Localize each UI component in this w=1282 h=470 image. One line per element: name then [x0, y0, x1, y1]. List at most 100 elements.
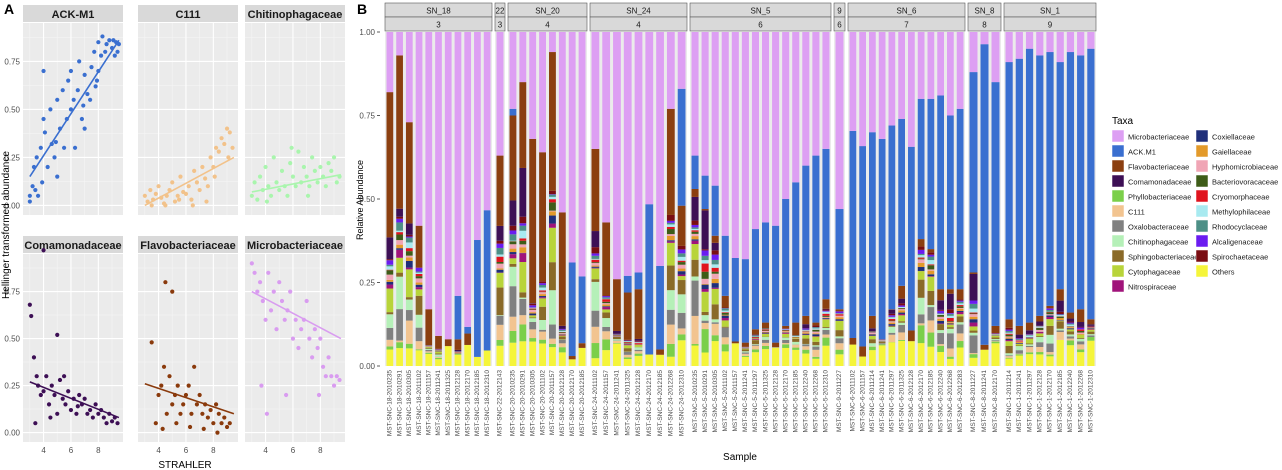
bar-segment-cytophagaceae: [741, 348, 749, 350]
bar-segment-chitinophagaceae: [701, 315, 709, 321]
bar-segment-cryomorphaceae: [762, 329, 770, 331]
bar-segment-bacteriovoracaceae: [386, 270, 394, 275]
order-label: 6: [758, 21, 763, 30]
bar-segment-nitrospiraceae: [1046, 316, 1054, 320]
bar-segment-microbacteriaceae: [483, 32, 491, 211]
sample-label: MST-SNC-24-2012170: [646, 370, 653, 436]
bar-segment-ack-m1: [927, 98, 935, 250]
bar-segment-microbacteriaceae: [425, 32, 433, 310]
bar-segment-nitrospiraceae: [386, 284, 394, 289]
site-label: 9: [837, 7, 842, 16]
bar-segment-gaiellaceae: [812, 333, 820, 335]
bar-segment-cytophagaceae: [1036, 333, 1044, 337]
data-point: [312, 168, 317, 173]
y-tick-label: 0.00: [4, 201, 20, 210]
bar-segment-ack-m1: [634, 272, 643, 290]
data-point: [170, 402, 175, 407]
bar-segment-sphingobacteriaceae: [969, 330, 978, 333]
bar-segment-spirochaetaceae: [496, 240, 504, 244]
sample-label: MST-SNC-5-2012128: [772, 370, 779, 433]
bar-segment-rhodocyclaceae: [812, 327, 820, 329]
bar-segment-sphingobacteriaceae: [425, 347, 433, 349]
bar-segment-phyllobacteriaceae: [1005, 357, 1013, 359]
bar-segment-oxalobacteraceae: [888, 332, 896, 335]
bar-segment-others: [454, 354, 462, 366]
sample-label: MST-SNC-1-2012128: [1036, 370, 1043, 433]
bar-segment-others: [849, 344, 857, 366]
sample-label: MST-SNC-8-2012170: [992, 370, 999, 433]
bar-segment-flavobacteriaceae: [1025, 322, 1034, 331]
bar-segment-sphingobacteriaceae: [991, 337, 1000, 339]
bar-segment-flavobacteriaceae: [859, 346, 866, 357]
sample-label: MST-SNC-18-2010235: [387, 370, 394, 436]
bar-segment-cytophagaceae: [396, 257, 403, 273]
bar-segment-ack-m1: [1056, 62, 1064, 290]
bar-segment-others: [425, 353, 433, 366]
bar-segment-alcaligenaceae: [677, 249, 686, 254]
bar-segment-chitinophagaceae: [496, 315, 504, 316]
bar-segment-methylophilaceae: [822, 311, 830, 314]
bar-segment-microbacteriaceae: [496, 32, 504, 156]
bar-segment-oxalobacteraceae: [1005, 355, 1013, 357]
bar-segment-oxalobacteraceae: [602, 326, 611, 332]
bar-segment-bacteriovoracaceae: [405, 251, 413, 256]
facet-c111: C111: [138, 5, 238, 215]
sample-label: MST-SNC-20-2012185: [579, 370, 586, 436]
bar-segment-c111: [558, 343, 566, 348]
bar-segment-others: [908, 341, 915, 366]
data-point: [318, 336, 323, 341]
data-point: [203, 176, 208, 181]
trend-line: [251, 173, 342, 193]
bar-segment-phyllobacteriaceae: [792, 347, 800, 350]
bar-segment-others: [1056, 339, 1064, 366]
bar-segment-rhodocyclaceae: [888, 316, 896, 318]
y-tick-label: 1.00: [359, 28, 375, 37]
bar-segment-c111: [741, 353, 749, 356]
sample-label: MST-SNC-6-2012170: [918, 370, 925, 433]
bar-segment-methylophilaceae: [666, 224, 675, 227]
bar-segment-microbacteriaceae: [1077, 32, 1085, 56]
order-strip: [967, 16, 1002, 32]
bar-segment-sphingobacteriaceae: [822, 327, 830, 328]
legend-label: Microbacteriaceae: [1128, 133, 1189, 142]
bar-segment-oxalobacteraceae: [529, 321, 537, 330]
sample-label: MST-SNC-24-2011325: [624, 370, 631, 436]
bar-segment-others: [835, 354, 844, 366]
sample-label: MST-SNC-1-2012185: [1057, 370, 1064, 433]
sample-label: MST-SNC-6-2012128: [908, 370, 915, 433]
bar-segment-flavobacteriaceae: [677, 205, 686, 246]
bar-segment-c111: [539, 331, 546, 340]
bar-segment-methylophilaceae: [917, 255, 925, 258]
bar-segment-oxalobacteraceae: [947, 333, 954, 349]
bar-segment-rhodocyclaceae: [1025, 334, 1034, 336]
bar-segment-flavobacteriaceae: [835, 309, 844, 312]
bar-segment-others: [969, 357, 978, 366]
bar-segment-methylophilaceae: [711, 264, 719, 268]
bar-segment-cytophagaceae: [1077, 334, 1085, 338]
data-point: [170, 180, 175, 185]
bar-segment-nitrospiraceae: [549, 223, 556, 228]
bar-segment-coxiellaceae: [822, 318, 830, 319]
bar-segment-hyphomicrobiaceae: [677, 264, 686, 269]
bar-segment-spirochaetaceae: [396, 216, 403, 219]
bar-segment-others: [396, 348, 403, 366]
bar-segment-comamonadaceae: [1087, 324, 1095, 326]
data-point: [277, 280, 282, 285]
data-point: [334, 374, 339, 379]
bar-segment-alcaligenaceae: [1005, 329, 1013, 331]
order-strip: [507, 16, 588, 32]
sample-label: MST-SNC-8-2011241: [981, 370, 988, 432]
data-point: [53, 139, 58, 145]
bar-segment-bacteriovoracaceae: [969, 313, 978, 315]
bar-segment-comamonadaceae: [396, 208, 403, 217]
bar-segment-ack-m1: [802, 165, 810, 316]
data-point: [159, 383, 164, 388]
bar-segment-c111: [917, 323, 925, 326]
bar-segment-bacteriovoracaceae: [666, 229, 675, 235]
bar-segment-phyllobacteriaceae: [529, 338, 537, 342]
legend-label: Chitinophagaceae: [1128, 238, 1188, 247]
data-point: [153, 421, 158, 426]
bar-segment-bacteriovoracaceae: [623, 342, 632, 344]
bar-segment-others: [578, 347, 586, 366]
data-point: [41, 389, 46, 394]
